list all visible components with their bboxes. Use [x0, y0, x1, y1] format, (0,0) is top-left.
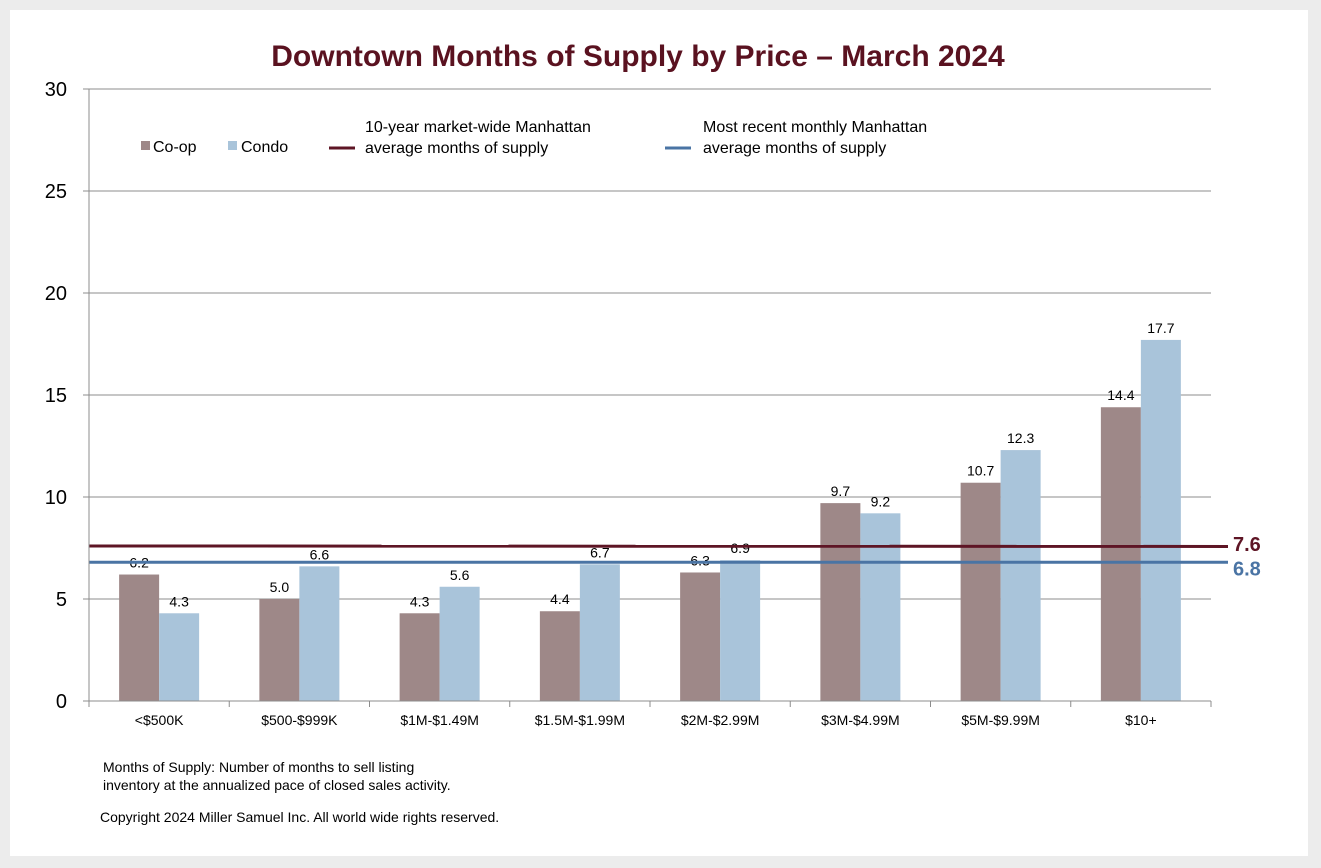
y-tick-label: 20 [45, 283, 67, 305]
legend-label-recent-line2: average months of supply [703, 140, 886, 157]
bar-condo [1140, 339, 1181, 701]
data-label: 10.7 [967, 463, 994, 479]
data-label: 12.3 [1007, 430, 1034, 446]
reference-line [88, 544, 1229, 548]
y-tick-label: 0 [56, 691, 67, 713]
definition-note: Months of Supply: Number of months to se… [103, 758, 451, 794]
chart-card [10, 10, 1308, 856]
data-label: 9.7 [831, 483, 851, 499]
x-tick-label: $1.5M-$1.99M [535, 712, 625, 728]
bar-condo [579, 564, 620, 701]
bars: 6.25.04.3 4.46.39.710.714.44.36.65.66.7 6.… [119, 320, 1181, 701]
bar-coop [820, 503, 861, 701]
y-tick-label: 10 [45, 487, 67, 509]
legend-label-recent-line1: Most recent monthly Manhattan [703, 119, 927, 136]
data-label: 14.4 [1107, 387, 1134, 403]
y-tick-label: 30 [45, 79, 67, 101]
data-label: 4.3 [169, 593, 189, 609]
bar-condo [720, 560, 761, 701]
definition-line-2: inventory at the annualized pace of clos… [103, 777, 451, 793]
x-tick-label: $5M-$9.99M [961, 712, 1040, 728]
y-tick-label: 15 [45, 385, 67, 407]
bar-coop [119, 574, 160, 701]
y-tick-label: 25 [45, 181, 67, 203]
x-tick-label: $1M-$1.49M [400, 712, 479, 728]
y-tick-label: 5 [56, 589, 67, 611]
data-label: 6.6 [310, 546, 330, 562]
legend-swatch-condo [228, 141, 237, 150]
x-tick-label: $500-$999K [261, 712, 338, 728]
data-label: 5.6 [450, 567, 470, 583]
bar-condo [299, 566, 340, 701]
reference-line-label: 6.8 [1233, 558, 1261, 580]
chart-title: Downtown Months of Supply by Price – Mar… [271, 40, 1005, 73]
x-tick-label: $2M-$2.99M [681, 712, 760, 728]
y-axis-ticks: 0 5 10 15 20 25 30 [45, 79, 89, 713]
gridlines [89, 88, 1211, 600]
reference-line-label: 7.6 [1233, 534, 1261, 556]
data-label: 4.3 [410, 593, 430, 609]
bar-coop [539, 611, 580, 701]
data-label: 9.2 [871, 493, 891, 509]
data-label: 17.7 [1147, 320, 1174, 336]
data-label: 6.3 [690, 552, 710, 568]
legend-swatch-coop [141, 141, 150, 150]
data-label: 5.0 [270, 579, 290, 595]
x-tick-label: $10+ [1125, 712, 1157, 728]
x-tick-label: $3M-$4.99M [821, 712, 900, 728]
bar-condo [439, 586, 480, 701]
definition-line-1: Months of Supply: Number of months to se… [103, 759, 415, 775]
legend-label-10yr-line1: 10-year market-wide Manhattan [365, 119, 591, 136]
data-label: 6.7 [590, 544, 610, 560]
bar-coop [399, 613, 440, 701]
x-axis-ticks: <$500K $500-$999K $1M-$1.49M $1.5M-$1.99M $2… [88, 701, 1212, 728]
bar-coop [680, 572, 721, 701]
legend-label-coop: Co-op [153, 139, 197, 156]
bar-coop [1100, 407, 1141, 701]
reference-lines: 7.66.8 [88, 534, 1261, 580]
copyright-note: Copyright 2024 Miller Samuel Inc. All wo… [100, 809, 500, 825]
bar-condo [159, 613, 200, 701]
bar-condo [860, 513, 901, 701]
bar-condo [1000, 450, 1041, 701]
data-label: 6.9 [730, 540, 750, 556]
legend-label-condo: Condo [241, 139, 288, 156]
x-tick-label: <$500K [135, 712, 184, 728]
data-label: 4.4 [550, 591, 570, 607]
bar-coop [259, 599, 300, 701]
legend: Co-op Condo 10-year market-wide Manhatta… [141, 119, 927, 157]
bar-coop [960, 482, 1001, 701]
legend-label-10yr-line2: average months of supply [365, 140, 548, 157]
